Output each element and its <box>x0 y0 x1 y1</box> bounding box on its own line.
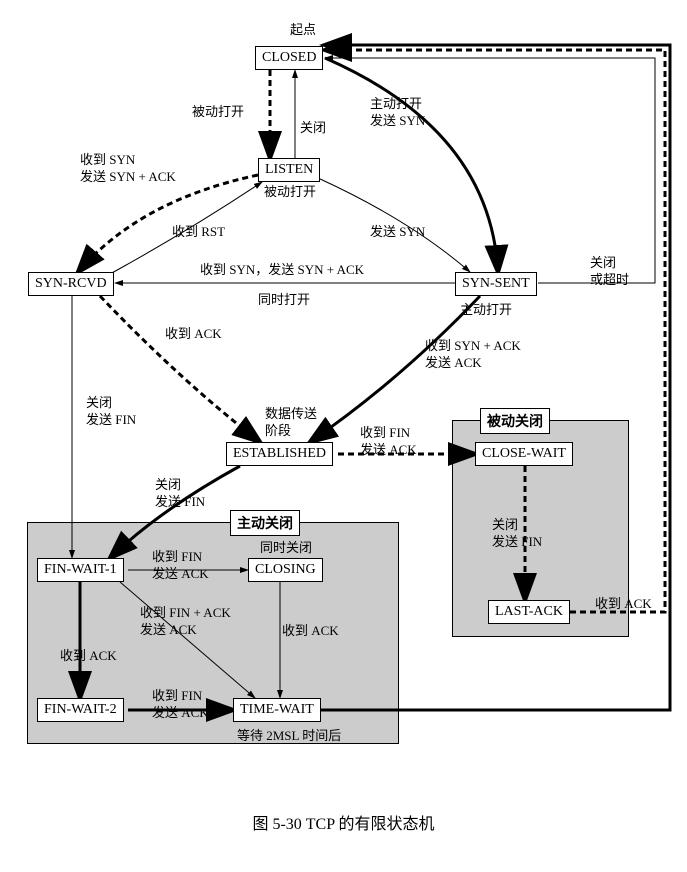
label-recv-ack-4: 收到 ACK <box>60 648 117 665</box>
label-close-send-fin-2: 关闭发送 FIN <box>155 477 205 511</box>
node-syn-sent: SYN-SENT <box>455 272 537 296</box>
label-recv-fin-send-ack-1: 收到 FIN发送 ACK <box>360 425 417 459</box>
label-recv-ack-3: 收到 ACK <box>282 623 339 640</box>
label-simultaneous-open: 同时打开 <box>258 292 310 309</box>
label-close-send-fin-1: 关闭发送 FIN <box>86 395 136 429</box>
node-last-ack: LAST-ACK <box>488 600 570 624</box>
diagram-canvas: 主动关闭 被动关闭 <box>0 0 687 872</box>
label-recv-synack-send-ack: 收到 SYN + ACK发送 ACK <box>425 338 521 372</box>
label-recv-ack-2: 收到 ACK <box>595 596 652 613</box>
label-recv-finack-send-ack: 收到 FIN + ACK发送 ACK <box>140 605 231 639</box>
node-established: ESTABLISHED <box>226 442 333 466</box>
label-data-transfer: 数据传送阶段 <box>265 406 317 440</box>
label-active-open-send-syn: 主动打开发送 SYN <box>370 96 425 130</box>
label-recv-rst: 收到 RST <box>172 224 225 241</box>
label-passive-open-1: 被动打开 <box>192 104 244 121</box>
label-passive-open-2: 被动打开 <box>264 184 316 201</box>
label-close-or-timeout: 关闭或超时 <box>590 255 629 289</box>
label-start: 起点 <box>290 22 316 39</box>
node-fin-wait-2: FIN-WAIT-2 <box>37 698 124 722</box>
label-recv-ack-1: 收到 ACK <box>165 326 222 343</box>
label-recv-fin-send-ack-2: 收到 FIN发送 ACK <box>152 549 209 583</box>
label-recv-fin-send-ack-3: 收到 FIN发送 ACK <box>152 688 209 722</box>
node-close-wait: CLOSE-WAIT <box>475 442 573 466</box>
label-recv-syn-send-synack-2: 收到 SYN，发送 SYN + ACK <box>200 262 364 279</box>
node-fin-wait-1: FIN-WAIT-1 <box>37 558 124 582</box>
label-recv-syn-send-synack: 收到 SYN发送 SYN + ACK <box>80 152 176 186</box>
node-time-wait: TIME-WAIT <box>233 698 321 722</box>
label-send-syn: 发送 SYN <box>370 224 425 241</box>
label-wait-2msl: 等待 2MSL 时间后 <box>237 728 341 745</box>
node-syn-rcvd: SYN-RCVD <box>28 272 114 296</box>
label-active-open: 主动打开 <box>460 302 512 319</box>
label-close-send-fin-3: 关闭发送 FIN <box>492 517 542 551</box>
node-closed: CLOSED <box>255 46 323 70</box>
node-closing: CLOSING <box>248 558 323 582</box>
edges-layer <box>0 0 687 872</box>
node-listen: LISTEN <box>258 158 320 182</box>
label-simultaneous-close: 同时关闭 <box>260 540 312 557</box>
label-close-1: 关闭 <box>300 120 326 137</box>
